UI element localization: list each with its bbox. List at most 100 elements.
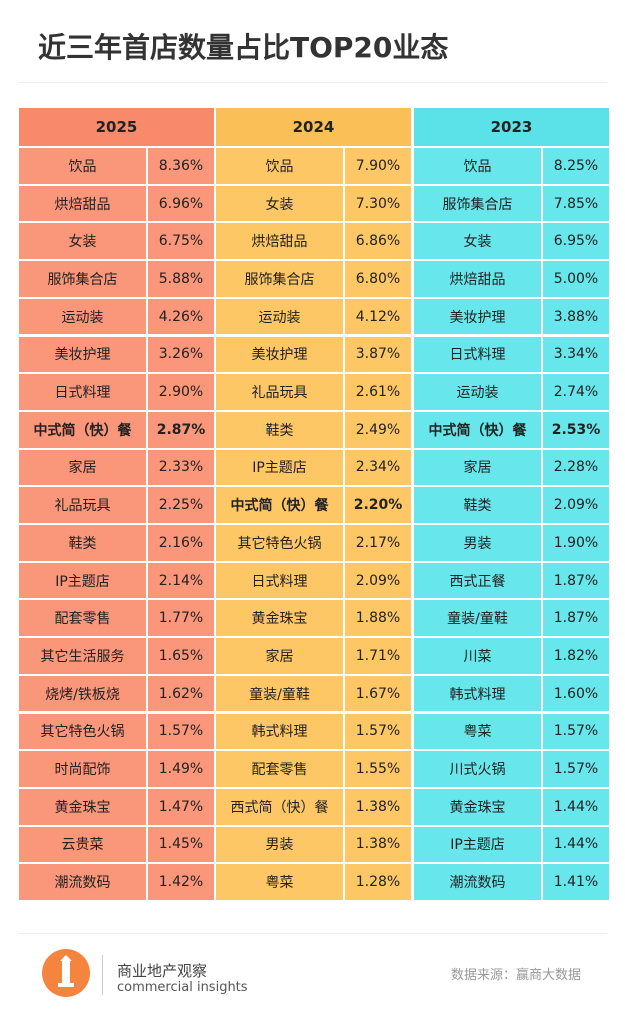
category: 服饰集合店 (216, 261, 343, 297)
category: 服饰集合店 (19, 261, 146, 297)
share: 1.44% (543, 788, 609, 825)
share: 1.45% (148, 826, 214, 863)
category: IP主题店 (414, 826, 541, 863)
category: 家居 (414, 449, 541, 486)
category: 其它特色火锅 (216, 525, 343, 561)
share: 2.09% (345, 562, 411, 599)
category: 鞋类 (19, 525, 146, 561)
category: 家居 (216, 638, 343, 674)
share: 6.86% (345, 223, 411, 260)
category: 黄金珠宝 (216, 600, 343, 637)
share: 6.96% (148, 185, 214, 222)
share: 2.53% (543, 411, 609, 448)
category: 运动装 (414, 374, 541, 410)
category: 黄金珠宝 (19, 788, 146, 825)
category: 中式简（快）餐 (414, 411, 541, 448)
category: 女装 (414, 223, 541, 260)
share: 7.90% (345, 148, 411, 184)
share: 2.20% (345, 487, 411, 523)
share: 1.87% (543, 600, 609, 637)
share: 1.47% (148, 788, 214, 825)
share: 2.28% (543, 449, 609, 486)
share: 1.62% (148, 675, 214, 712)
category: 烧烤/铁板烧 (19, 675, 146, 712)
share: 1.77% (148, 600, 214, 637)
share: 6.80% (345, 261, 411, 297)
category: 家居 (19, 449, 146, 486)
category: 日式料理 (19, 374, 146, 410)
category: 烘焙甜品 (19, 185, 146, 222)
share: 1.87% (543, 562, 609, 599)
share: 3.34% (543, 336, 609, 373)
category: 美妆护理 (414, 298, 541, 335)
share: 1.38% (345, 826, 411, 863)
brand-en: commercial insights (117, 980, 248, 995)
divider (19, 82, 607, 83)
share: 2.87% (148, 411, 214, 448)
share: 1.65% (148, 638, 214, 674)
share: 1.49% (148, 751, 214, 787)
logo-icon (58, 955, 74, 987)
share: 1.60% (543, 675, 609, 712)
category: 韩式料理 (414, 675, 541, 712)
category: 运动装 (19, 298, 146, 335)
category: 黄金珠宝 (414, 788, 541, 825)
share: 4.26% (148, 298, 214, 335)
category: 西式简（快）餐 (216, 788, 343, 825)
category: 男装 (216, 826, 343, 863)
share: 1.38% (345, 788, 411, 825)
share: 2.16% (148, 525, 214, 561)
share: 7.85% (543, 185, 609, 222)
category: IP主题店 (216, 449, 343, 486)
year-header: 2024 (216, 108, 411, 146)
share: 1.90% (543, 525, 609, 561)
share: 1.55% (345, 751, 411, 787)
category: 韩式料理 (216, 713, 343, 750)
share: 7.30% (345, 185, 411, 222)
category: IP主题店 (19, 562, 146, 599)
category: 时尚配饰 (19, 751, 146, 787)
category: 烘焙甜品 (216, 223, 343, 260)
category: 美妆护理 (19, 336, 146, 373)
category: 鞋类 (216, 411, 343, 448)
divider (19, 933, 607, 934)
year-header: 2025 (19, 108, 214, 146)
category: 运动装 (216, 298, 343, 335)
share: 2.14% (148, 562, 214, 599)
category: 粤菜 (414, 713, 541, 750)
share: 8.36% (148, 148, 214, 184)
share: 3.88% (543, 298, 609, 335)
share: 2.49% (345, 411, 411, 448)
share: 1.41% (543, 864, 609, 900)
category: 烘焙甜品 (414, 261, 541, 297)
share: 2.25% (148, 487, 214, 523)
category: 其它生活服务 (19, 638, 146, 674)
brand: 商业地产观察 (117, 962, 208, 980)
share: 1.82% (543, 638, 609, 674)
share: 1.88% (345, 600, 411, 637)
share: 3.87% (345, 336, 411, 373)
category: 中式简（快）餐 (19, 411, 146, 448)
category: 日式料理 (216, 562, 343, 599)
share: 5.00% (543, 261, 609, 297)
share: 2.09% (543, 487, 609, 523)
category: 服饰集合店 (414, 185, 541, 222)
category: 潮流数码 (19, 864, 146, 900)
share: 1.57% (148, 713, 214, 750)
category: 饮品 (19, 148, 146, 184)
category: 饮品 (216, 148, 343, 184)
share: 4.12% (345, 298, 411, 335)
category: 礼品玩具 (19, 487, 146, 523)
share: 6.75% (148, 223, 214, 260)
category: 女装 (19, 223, 146, 260)
share: 2.33% (148, 449, 214, 486)
share: 1.57% (345, 713, 411, 750)
source: 数据来源：赢商大数据 (450, 968, 581, 983)
share: 8.25% (543, 148, 609, 184)
share: 2.74% (543, 374, 609, 410)
category: 日式料理 (414, 336, 541, 373)
category: 云贵菜 (19, 826, 146, 863)
category: 饮品 (414, 148, 541, 184)
category: 女装 (216, 185, 343, 222)
